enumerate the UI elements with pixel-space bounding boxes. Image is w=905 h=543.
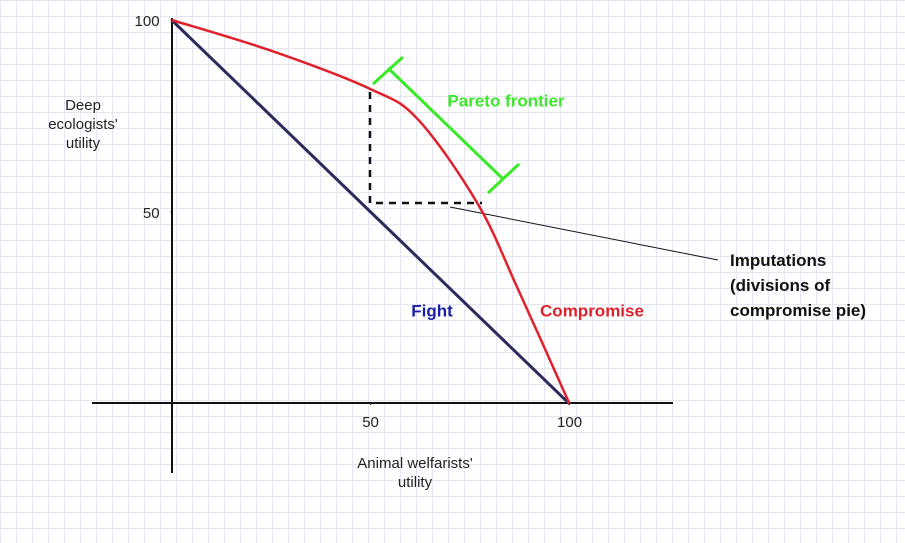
x-axis-label: Animal welfarists' utility (357, 455, 473, 491)
imputations-label: Imputations (divisions of compromise pie… (730, 251, 867, 320)
y-axis-label: Deep ecologists' utility (48, 97, 118, 152)
compromise-line (171, 18, 571, 405)
series-label: Fight (411, 301, 453, 320)
series-label: Compromise (540, 301, 644, 320)
y-tick-label: 100 (135, 13, 160, 30)
y-tick-label: 50 (143, 205, 160, 222)
annotation-pointer (449, 206, 719, 261)
x-tick-label: 100 (557, 414, 582, 431)
x-tick-label: 50 (362, 414, 379, 431)
imputation-guide (368, 92, 482, 205)
pareto-bracket (371, 55, 521, 195)
fight-line (170, 18, 571, 405)
pareto-label: Pareto frontier (447, 91, 565, 110)
